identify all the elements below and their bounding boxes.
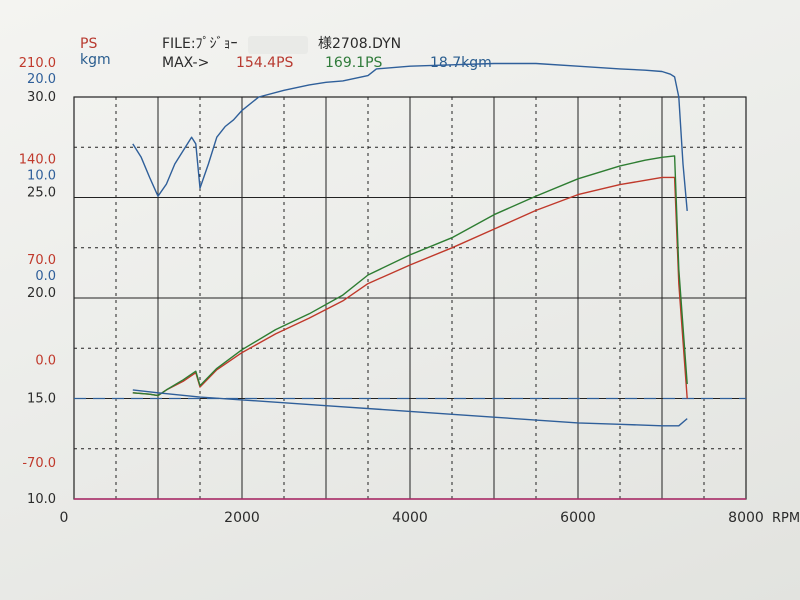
blue-series-line xyxy=(132,389,688,427)
y-label-blue: 10.0 xyxy=(27,169,56,184)
max-ps-green: 169.1PS xyxy=(325,55,383,71)
max-ps-red: 154.4PS xyxy=(236,55,294,71)
ps-unit-label: PS xyxy=(80,36,98,52)
max-kgm: 18.7kgm xyxy=(430,55,492,71)
y-label-black: 10.0 xyxy=(27,492,56,507)
redacted-name-block xyxy=(248,36,308,54)
x-unit-label: RPM xyxy=(772,511,800,526)
y-label-black: 20.0 xyxy=(27,286,56,301)
x-tick-label: 6000 xyxy=(560,510,596,526)
y-label-blue: 20.0 xyxy=(27,72,56,87)
y-label-red: 70.0 xyxy=(27,253,56,268)
x-tick-label: 8000 xyxy=(728,510,764,526)
y-label-red: 140.0 xyxy=(19,153,56,168)
y-label-blue: 0.0 xyxy=(35,269,56,284)
y-label-black: 25.0 xyxy=(27,186,56,201)
y-label-black: 15.0 xyxy=(27,392,56,407)
y-label-red: 0.0 xyxy=(35,354,56,369)
kgm-unit-label: kgm xyxy=(80,52,111,68)
x-tick-label: 2000 xyxy=(224,510,260,526)
y-label-black: 30.0 xyxy=(27,90,56,105)
blue-series-line xyxy=(132,62,688,211)
x-tick-label: 0 xyxy=(60,510,69,526)
file-label: FILE:ﾌﾟｼﾞｮｰ xyxy=(162,36,238,52)
max-label: MAX-> xyxy=(162,55,210,71)
y-label-red: 210.0 xyxy=(19,56,56,71)
x-tick-label: 4000 xyxy=(392,510,428,526)
file-suffix: 様2708.DYN xyxy=(318,36,402,52)
y-label-red: -70.0 xyxy=(22,456,56,471)
red-series-line xyxy=(132,176,688,399)
green-series-line xyxy=(132,155,688,397)
